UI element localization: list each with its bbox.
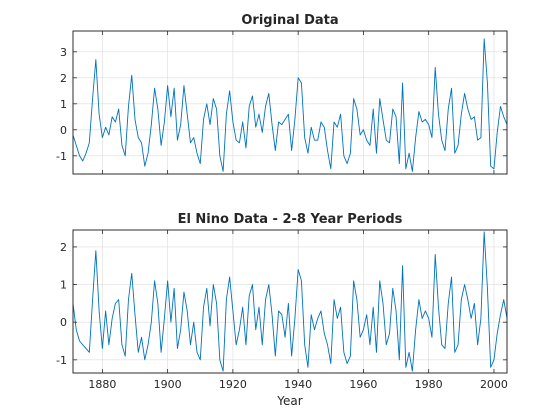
y-tick-label: 3 — [60, 46, 67, 59]
chart-title: Original Data — [241, 13, 338, 28]
x-tick-label: 1900 — [154, 378, 182, 391]
x-tick-label: 1960 — [349, 378, 377, 391]
y-tick-label: -1 — [56, 354, 67, 367]
y-tick-label: 2 — [60, 241, 67, 254]
x-tick-label: 1880 — [88, 378, 116, 391]
subplot-1: -1 0 1 2 3 Original Data — [56, 13, 508, 175]
x-tick-label: 1940 — [284, 378, 312, 391]
x-tick-label: 1980 — [415, 378, 443, 391]
series-line-1 — [73, 231, 507, 372]
x-tick-label: 2000 — [480, 378, 508, 391]
x-tick-label: 1920 — [219, 378, 247, 391]
plot-background — [72, 30, 508, 175]
subplot-2: 1880 1900 1920 1940 1960 1980 2000 -1 0 1 2 El Nino… — [56, 212, 508, 408]
y-tick-label: 1 — [60, 98, 67, 111]
axes-frame — [72, 229, 508, 374]
plot-background — [72, 229, 508, 374]
chart-title: El Nino Data - 2-8 Year Periods — [178, 212, 403, 227]
y-tick-label: 0 — [60, 316, 67, 329]
x-axis-label: Year — [276, 394, 302, 408]
y-tick-label: 1 — [60, 279, 67, 292]
y-tick-label: 2 — [60, 72, 67, 85]
series-line-1 — [73, 38, 507, 172]
axes-frame — [72, 30, 508, 175]
y-tick-label: -1 — [56, 150, 67, 163]
y-tick-label: 0 — [60, 124, 67, 137]
